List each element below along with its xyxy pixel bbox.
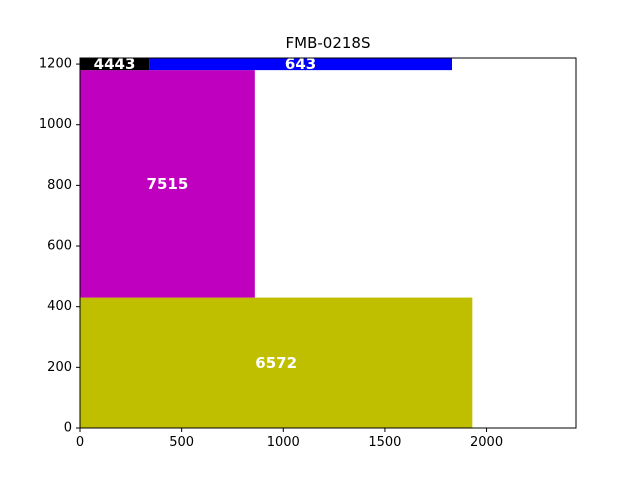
- bars-layer: [80, 58, 473, 428]
- bar-6572: [80, 297, 473, 428]
- plot-frame: [79, 57, 577, 429]
- y-tick-label: 1200: [39, 57, 72, 72]
- bar-label-4443: 4443: [94, 55, 136, 73]
- y-tick-label: 1000: [39, 117, 72, 132]
- bar-7515: [80, 70, 255, 298]
- y-tick-label: 600: [47, 239, 72, 254]
- bar-label-7515: 7515: [147, 175, 189, 193]
- x-tick-label: 500: [169, 435, 194, 450]
- y-tick-label: 400: [47, 299, 72, 314]
- x-tick-label: 0: [76, 435, 84, 450]
- x-tick-label: 1500: [368, 435, 401, 450]
- y-tick-label: 200: [47, 360, 72, 375]
- chart-title: FMB-0218S: [286, 34, 371, 52]
- y-tick-label: 0: [64, 421, 72, 436]
- x-tick-label: 2000: [470, 435, 503, 450]
- x-axis: 0 500 1000 1500 2000: [76, 428, 503, 450]
- bar-label-6572: 6572: [255, 354, 297, 372]
- y-axis: 0 200 400 600 800 1000 1200: [39, 57, 80, 436]
- x-tick-label: 1000: [267, 435, 300, 450]
- bar-4443: [80, 58, 150, 71]
- bar-labels-layer: 6572 7515 4443 643: [94, 55, 317, 372]
- bar-label-643: 643: [285, 55, 316, 73]
- y-tick-label: 800: [47, 178, 72, 193]
- bar-643: [149, 58, 453, 71]
